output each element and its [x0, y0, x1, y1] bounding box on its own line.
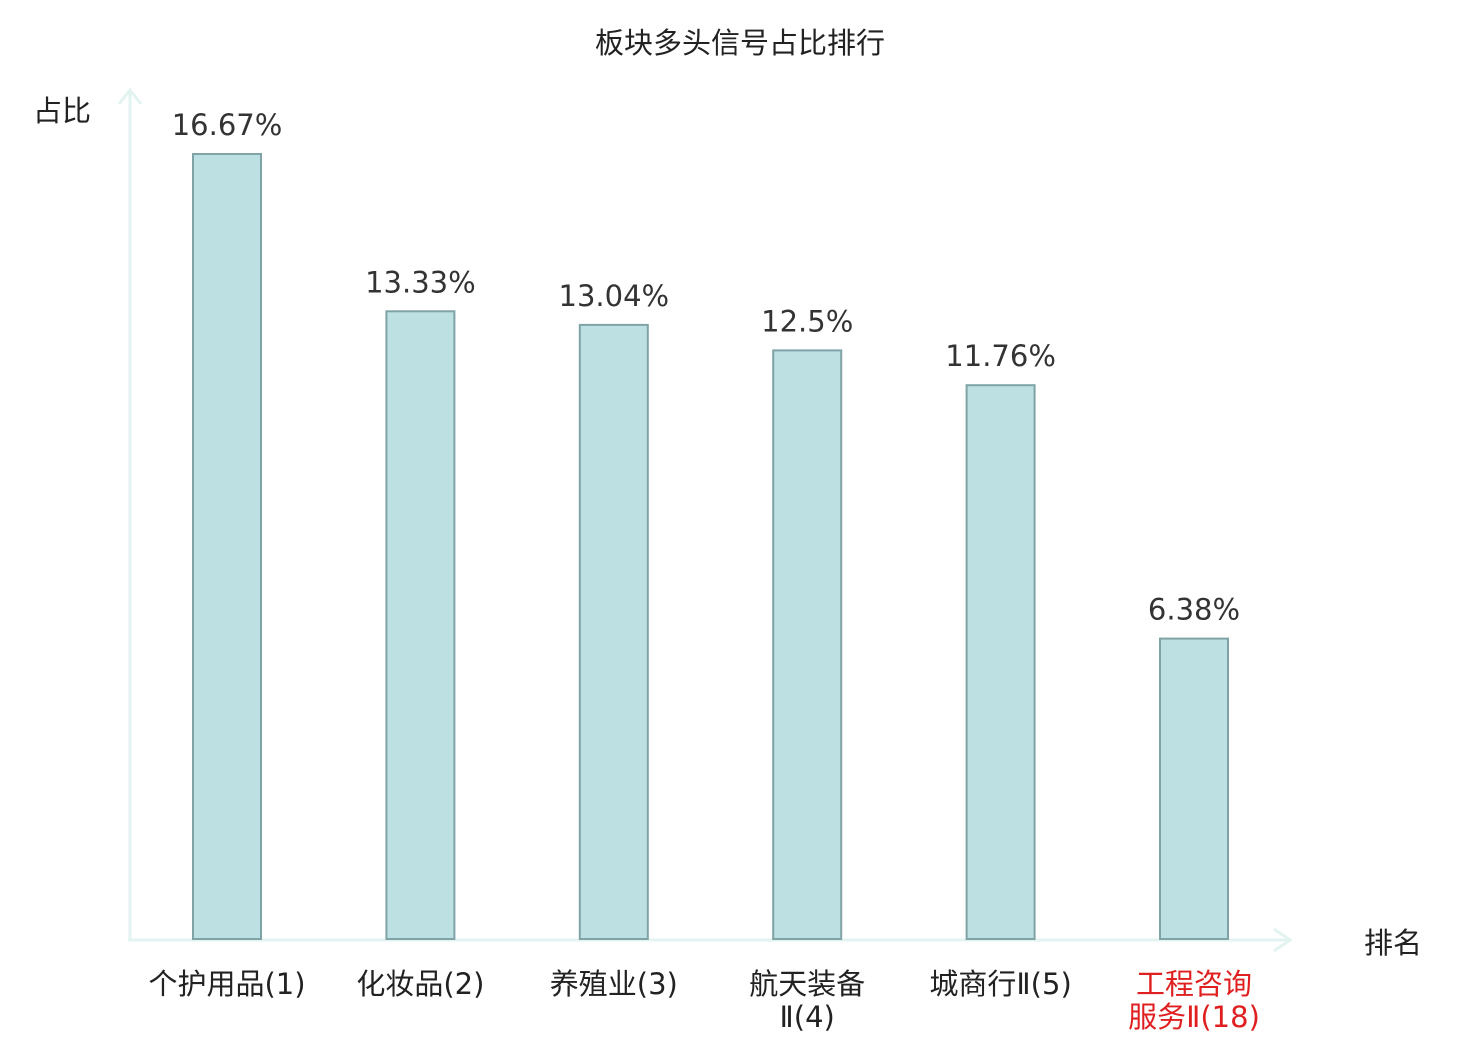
- x-axis-label: 排名: [1364, 926, 1422, 960]
- bar: [192, 153, 262, 940]
- category-label: 城商行Ⅱ(5): [929, 967, 1071, 1001]
- category-label-line: 化妆品(2): [356, 967, 484, 1001]
- bar: [578, 323, 649, 940]
- x-axis-arrow: [1273, 927, 1293, 953]
- axes: [117, 87, 1293, 953]
- category-label-line: 个护用品(1): [148, 967, 305, 1001]
- category-label-line: 航天装备: [749, 967, 865, 1001]
- bar: [965, 384, 1036, 940]
- bar-value-label: 13.04%: [559, 279, 670, 313]
- category-label: 化妆品(2): [356, 967, 484, 1001]
- y-axis-label: 占比: [33, 94, 91, 128]
- category-label: 个护用品(1): [148, 967, 305, 1001]
- category-label-line: 服务Ⅱ(18): [1128, 1000, 1260, 1034]
- bar: [1159, 637, 1229, 940]
- category-label-line: 工程咨询: [1136, 967, 1252, 1001]
- bar-value-label: 11.76%: [945, 339, 1056, 373]
- bars-group: [192, 153, 1229, 940]
- category-label-line: 养殖业(3): [550, 967, 678, 1001]
- category-label-line: 城商行Ⅱ(5): [929, 967, 1071, 1001]
- bar-value-label: 6.38%: [1148, 593, 1240, 627]
- category-labels-group: 个护用品(1) 化妆品(2) 养殖业(3) 航天装备 Ⅱ(4) 城商行Ⅱ(5) 工程咨询服务…: [148, 967, 1259, 1034]
- bar-value-label: 16.67%: [172, 108, 283, 142]
- value-labels-group: 16.67% 13.33% 13.04% 12.5% 11.76% 6.38%: [172, 108, 1240, 627]
- chart-title: 板块多头信号占比排行: [595, 26, 885, 60]
- bar-value-label: 13.33%: [365, 265, 476, 299]
- bar-value-label: 12.5%: [761, 304, 853, 338]
- category-label-line: Ⅱ(4): [780, 1000, 835, 1034]
- category-label: 航天装备 Ⅱ(4): [749, 967, 865, 1034]
- bar: [772, 349, 843, 940]
- category-label: 养殖业(3): [550, 967, 678, 1001]
- bar: [385, 310, 456, 940]
- category-label: 工程咨询服务Ⅱ(18): [1128, 967, 1260, 1034]
- y-axis-arrow: [117, 87, 143, 105]
